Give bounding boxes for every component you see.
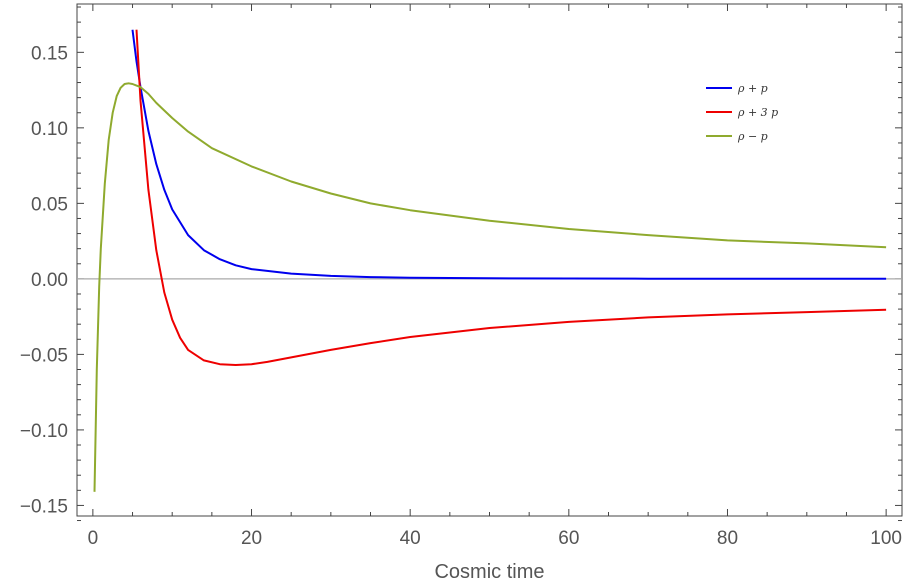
x-tick-label: 100: [870, 528, 902, 549]
series-line-3: [93, 82, 887, 492]
y-tick-label: −0.10: [20, 421, 68, 442]
series-line-1: [131, 29, 887, 280]
plot-frame: [76, 3, 903, 517]
x-axis-title: Cosmic time: [434, 561, 544, 583]
legend-label: ρ − p: [737, 130, 768, 143]
x-tick-label: 20: [241, 528, 262, 549]
y-tick-label: 0.05: [31, 194, 68, 215]
legend: ρ + p ρ + 3 p ρ − p: [706, 82, 778, 143]
y-tick-label: 0.10: [31, 119, 68, 140]
series-line-2: [135, 29, 887, 366]
legend-label: ρ + p: [737, 82, 768, 95]
legend-label: ρ + 3 p: [737, 106, 778, 119]
y-tick-label: 0.15: [31, 43, 68, 64]
x-tick-label: 0: [88, 528, 99, 549]
x-tick-label: 60: [558, 528, 579, 549]
y-tick-label: −0.15: [20, 496, 68, 517]
x-tick-label: 40: [400, 528, 421, 549]
y-tick-label: −0.05: [20, 345, 68, 366]
x-tick-label: 80: [717, 528, 738, 549]
y-tick-label: 0.00: [31, 270, 68, 291]
